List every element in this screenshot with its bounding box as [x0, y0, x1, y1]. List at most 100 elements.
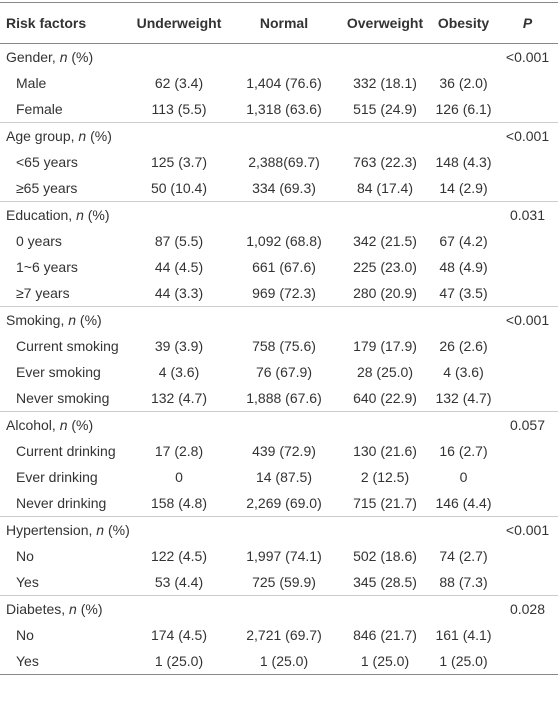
empty-cell — [228, 595, 340, 622]
empty-cell — [340, 516, 430, 543]
cell: 763 (22.3) — [353, 154, 417, 170]
cell: 76 (67.9) — [255, 364, 313, 380]
group-label: Hypertension, n (%) — [0, 516, 130, 543]
cell: 225 (23.0) — [353, 259, 417, 275]
empty-cell — [497, 333, 558, 359]
row-label: <65 years — [16, 154, 78, 170]
label-part: n — [76, 207, 84, 223]
group-row: Diabetes, n (%) 0.028 — [0, 595, 558, 622]
cell: 1 (25.0) — [154, 653, 204, 669]
column-header: Overweight — [340, 2, 430, 44]
row-label: ≥65 years — [16, 180, 78, 196]
empty-cell — [430, 122, 497, 149]
empty-cell — [497, 464, 558, 490]
cell: 44 (3.3) — [154, 285, 204, 301]
cell: 130 (21.6) — [353, 443, 417, 459]
label-part: Hypertension, — [6, 522, 97, 538]
group-row: Hypertension, n (%) <0.001 — [0, 516, 558, 543]
cell: 640 (22.9) — [353, 390, 417, 406]
cell: 67 (4.2) — [439, 233, 488, 249]
cell: 2,269 (69.0) — [246, 495, 322, 511]
empty-cell — [130, 306, 228, 333]
empty-cell — [497, 622, 558, 648]
empty-cell — [497, 228, 558, 254]
label-part: Alcohol, — [6, 417, 60, 433]
empty-cell — [130, 44, 228, 71]
empty-cell — [340, 122, 430, 149]
empty-cell — [497, 490, 558, 517]
cell: 1 (25.0) — [439, 653, 488, 669]
data-row: Yes 53 (4.4) 725 (59.9) 345 (28.5) 88 (7.3) — [0, 569, 558, 596]
empty-cell — [430, 595, 497, 622]
label-part: Diabetes, — [6, 601, 70, 617]
empty-cell — [340, 411, 430, 438]
label-part: n — [59, 49, 68, 65]
data-row: Ever drinking 0 14 (87.5) 2 (12.5) 0 — [0, 464, 558, 490]
cell: 50 (10.4) — [150, 180, 208, 196]
row-label: Current drinking — [16, 443, 116, 459]
cell: 2,388(69.7) — [248, 154, 320, 170]
data-row: Yes 1 (25.0) 1 (25.0) 1 (25.0) 1 (25.0) — [0, 648, 558, 675]
cell: 334 (69.3) — [252, 180, 316, 196]
cell: 39 (3.9) — [154, 338, 204, 354]
empty-cell — [228, 44, 340, 71]
data-row: 1~6 years 44 (4.5) 661 (67.6) 225 (23.0) 48 … — [0, 254, 558, 280]
data-row: No 174 (4.5) 2,721 (69.7) 846 (21.7) 161 (4.… — [0, 622, 558, 648]
empty-cell — [430, 44, 497, 71]
empty-cell — [497, 280, 558, 307]
cell: 846 (21.7) — [353, 627, 417, 643]
empty-cell — [497, 543, 558, 569]
empty-cell — [340, 201, 430, 228]
column-header: Underweight — [130, 2, 228, 44]
empty-cell — [228, 122, 340, 149]
data-row: Ever smoking 4 (3.6) 76 (67.9) 28 (25.0) 4 (… — [0, 359, 558, 385]
empty-cell — [430, 411, 497, 438]
cell: 661 (67.6) — [252, 259, 316, 275]
column-header: Obesity — [430, 2, 497, 44]
p-value: <0.001 — [505, 49, 550, 65]
empty-cell — [497, 175, 558, 202]
empty-cell — [228, 411, 340, 438]
group-label: Education, n (%) — [0, 201, 130, 228]
data-row: 0 years 87 (5.5) 1,092 (68.8) 342 (21.5) 67 … — [0, 228, 558, 254]
empty-cell — [340, 44, 430, 71]
empty-cell — [497, 438, 558, 464]
empty-cell — [430, 201, 497, 228]
group-label: Diabetes, n (%) — [0, 595, 130, 622]
row-label: 1~6 years — [16, 259, 78, 275]
row-label: Ever smoking — [16, 364, 101, 380]
cell: 345 (28.5) — [353, 574, 417, 590]
empty-cell — [130, 411, 228, 438]
p-value: <0.001 — [497, 122, 558, 149]
row-label: Yes — [16, 574, 39, 590]
cell: 4 (3.6) — [158, 364, 200, 380]
cell: 17 (2.8) — [154, 443, 204, 459]
cell: 48 (4.9) — [439, 259, 488, 275]
empty-cell — [228, 201, 340, 228]
label-part: Age group, — [6, 128, 79, 144]
label-part: Gender, — [6, 49, 60, 65]
cell: 515 (24.9) — [353, 101, 417, 117]
row-label: Ever drinking — [16, 469, 98, 485]
group-row: Alcohol, n (%) 0.057 — [0, 411, 558, 438]
empty-cell — [340, 595, 430, 622]
cell: 0 — [459, 469, 468, 485]
empty-cell — [228, 516, 340, 543]
cell: 758 (75.6) — [252, 338, 316, 354]
label-part: (%) — [76, 312, 102, 328]
label-part: (%) — [104, 522, 130, 538]
cell: 47 (3.5) — [439, 285, 488, 301]
row-label: Male — [16, 75, 47, 91]
empty-cell — [497, 70, 558, 96]
cell: 1,888 (67.6) — [246, 390, 322, 406]
cell: 1 (25.0) — [259, 653, 309, 669]
label-part: n — [68, 312, 77, 328]
cell: 280 (20.9) — [353, 285, 417, 301]
cell: 16 (2.7) — [439, 443, 488, 459]
group-row: Smoking, n (%) <0.001 — [0, 306, 558, 333]
data-row: Female 113 (5.5) 1,318 (63.6) 515 (24.9) 126… — [0, 96, 558, 123]
label-part: Education, — [6, 207, 77, 223]
empty-cell — [130, 122, 228, 149]
row-label: ≥7 years — [16, 285, 70, 301]
